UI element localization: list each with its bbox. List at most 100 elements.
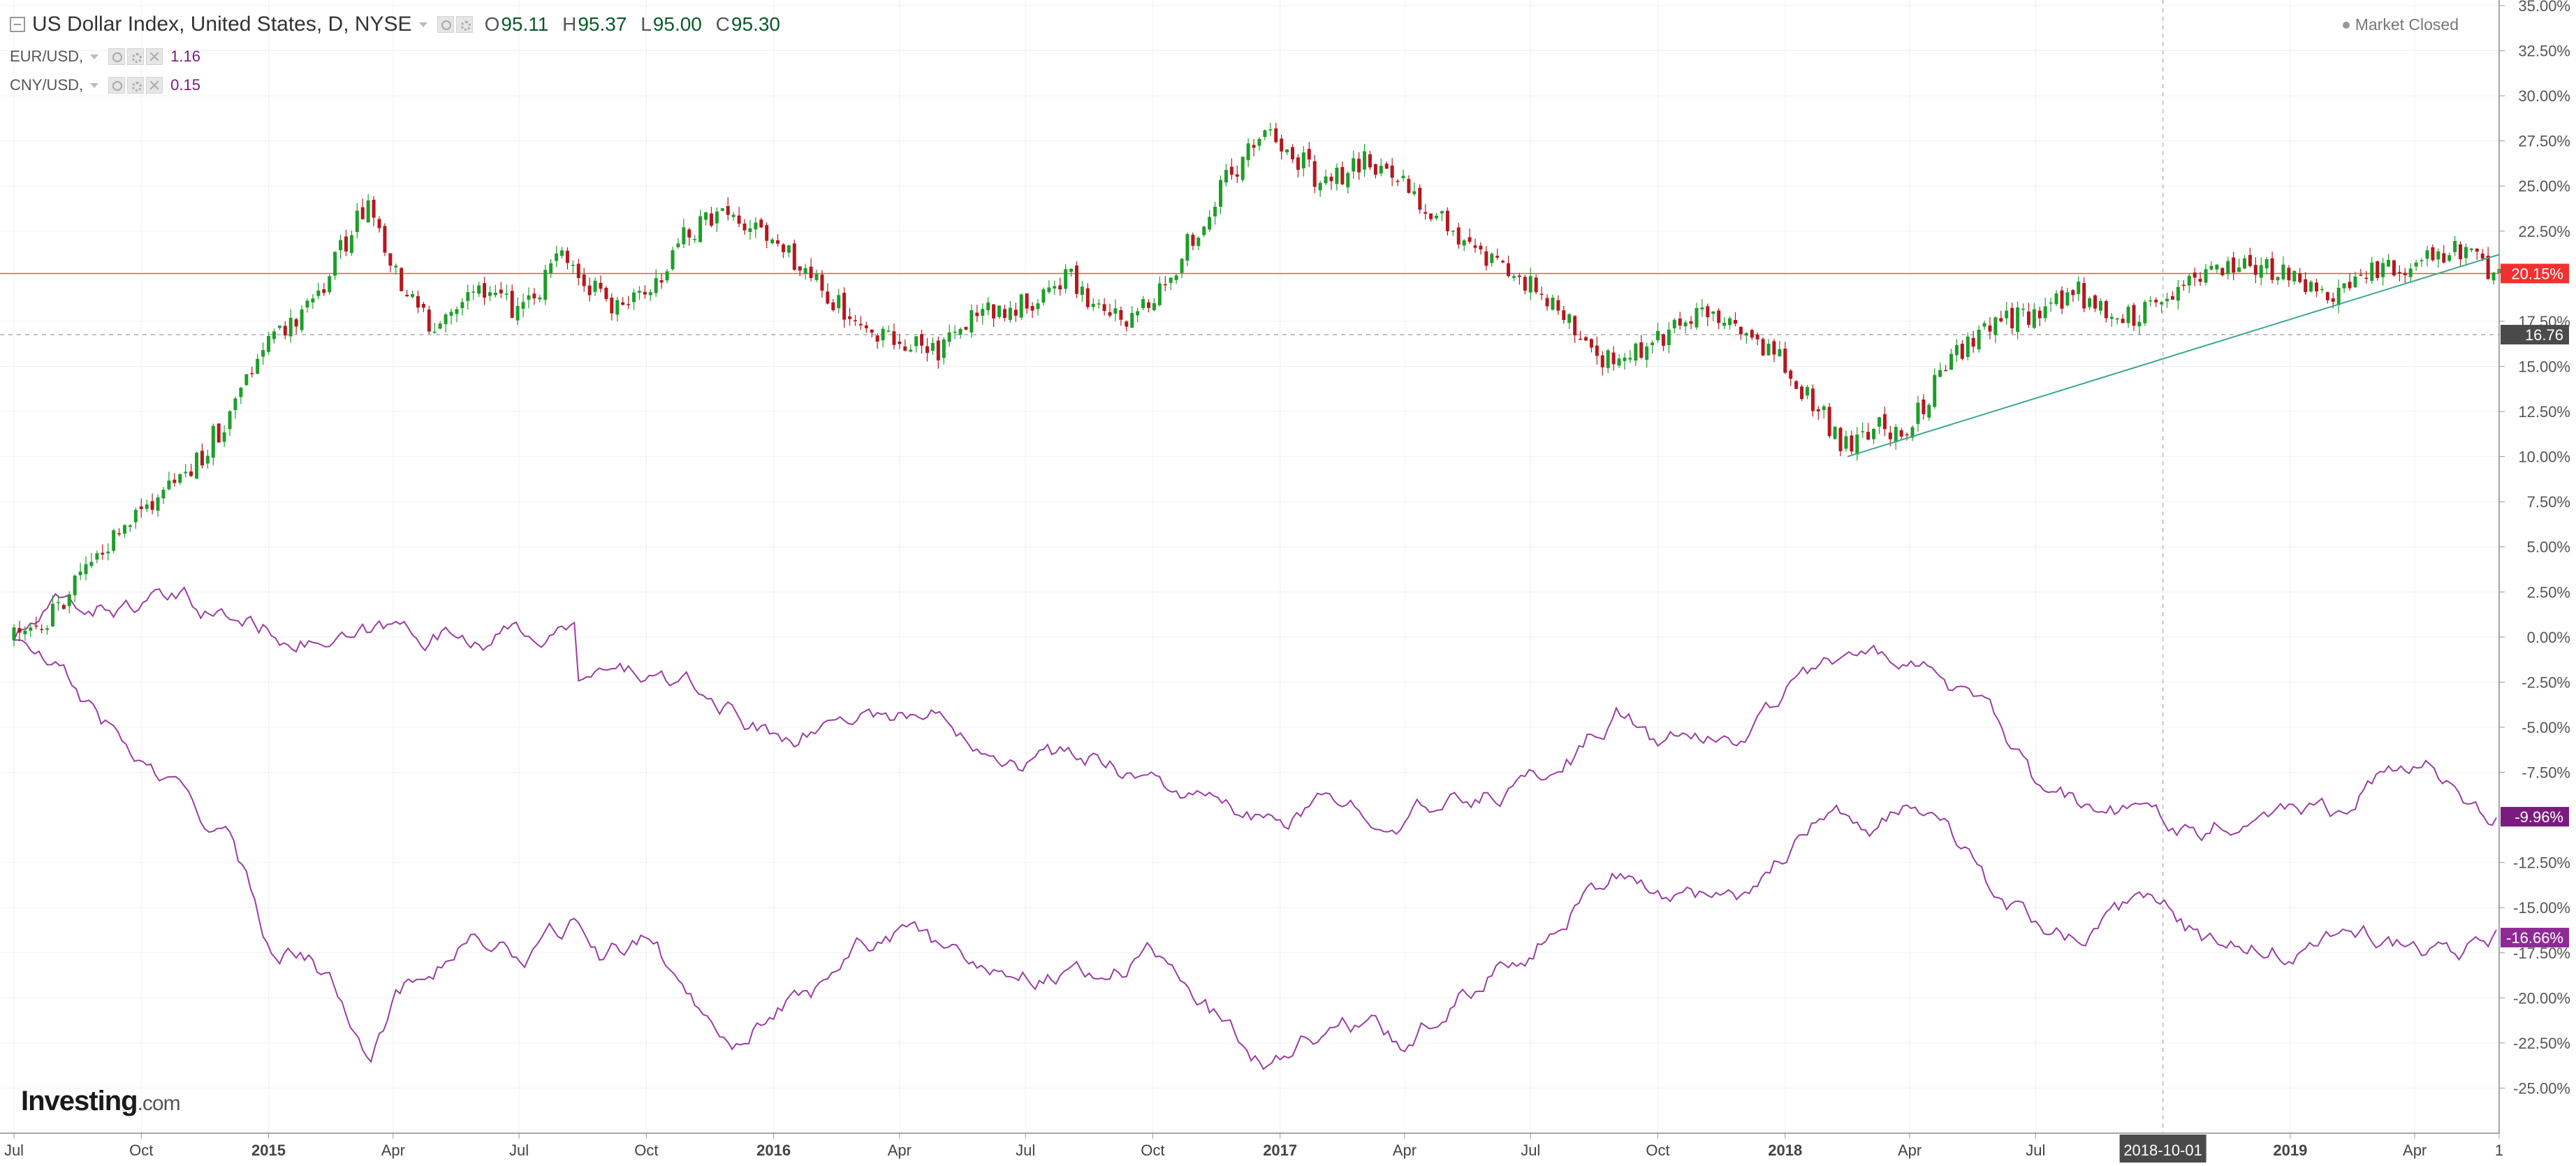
candle-body <box>2132 305 2136 326</box>
visibility-icon[interactable] <box>437 16 454 33</box>
candle-body <box>2364 277 2369 279</box>
drawing-tools[interactable] <box>1847 254 2500 458</box>
market-status-label: Market Closed <box>2355 15 2459 34</box>
candle-down <box>1579 330 1583 341</box>
candle-body <box>1324 176 1328 184</box>
candle-up <box>1157 276 1162 307</box>
settings-icon[interactable] <box>127 77 145 94</box>
candle-up <box>1019 293 1023 321</box>
candle-body <box>1678 318 1682 326</box>
candle-body <box>875 335 879 342</box>
chevron-down-icon[interactable] <box>90 82 99 88</box>
candle-down <box>2314 278 2318 298</box>
candle-body <box>1146 302 1150 308</box>
candle-down <box>1850 430 1854 455</box>
candle-body <box>1429 213 1433 219</box>
candle-up <box>1855 426 1859 461</box>
candle-down <box>2026 303 2030 328</box>
candle-up <box>2143 299 2147 326</box>
candle-body <box>853 320 857 321</box>
candle-body <box>2209 265 2213 270</box>
candle-body <box>1805 386 1809 396</box>
candle-body <box>167 480 171 490</box>
candle-body <box>2320 289 2324 291</box>
candle-body <box>2032 309 2036 328</box>
candle-up <box>1656 322 1660 344</box>
candle-up <box>1551 295 1555 311</box>
candle-body <box>2181 284 2186 286</box>
candle-body <box>1761 339 1765 356</box>
candle-body <box>205 456 210 464</box>
visibility-icon[interactable] <box>108 77 126 94</box>
candle-body <box>1174 275 1178 280</box>
candle-up <box>239 386 243 405</box>
trendline[interactable] <box>1847 254 2500 458</box>
candle-up <box>272 328 276 344</box>
x-tick-label: Apr <box>2403 1142 2427 1159</box>
settings-icon[interactable] <box>127 48 145 65</box>
candle-body <box>17 628 22 633</box>
candle-up <box>1435 212 1439 221</box>
compare-symbol: CNY/USD, <box>10 76 84 94</box>
candle-up <box>1218 175 1222 214</box>
candle-body <box>1108 312 1112 316</box>
candle-body <box>1905 434 1909 436</box>
settings-icon[interactable] <box>455 16 473 33</box>
candle-down <box>483 277 487 305</box>
candle-body <box>2005 310 2009 319</box>
crosshair-date-text: 2018-10-01 <box>2123 1142 2202 1159</box>
candle-up <box>2065 287 2070 307</box>
candle-up <box>471 284 476 300</box>
candle-body <box>1717 310 1721 323</box>
candle-up <box>1938 363 1942 378</box>
candle-body <box>2342 283 2346 289</box>
y-tick-label: 0.00% <box>2527 629 2570 646</box>
candle-body <box>1628 358 1632 360</box>
candle-down <box>1468 228 1472 244</box>
candle-body <box>2270 258 2274 280</box>
candle-up <box>1966 333 1970 360</box>
candle-body <box>543 270 548 300</box>
candle-body <box>34 625 38 627</box>
candle-body <box>1916 402 1920 424</box>
y-tick-label: 25.00% <box>2518 177 2570 195</box>
close-icon[interactable] <box>146 48 163 65</box>
candle-down <box>1119 306 1123 326</box>
candle-body <box>654 278 658 293</box>
candle-body <box>1855 435 1859 455</box>
candle-body <box>1185 234 1190 261</box>
candle-down <box>1025 293 1029 314</box>
candle-down <box>1373 163 1377 179</box>
candle-up <box>2204 263 2208 286</box>
chevron-down-icon[interactable] <box>90 54 99 59</box>
x-tick-label: Jul <box>2026 1142 2045 1159</box>
candle-body <box>1008 307 1012 320</box>
candle-down <box>1473 238 1477 253</box>
candle-down <box>831 298 835 312</box>
candle-down <box>1661 333 1665 351</box>
candle-body <box>360 207 365 219</box>
candle-body <box>1766 343 1771 356</box>
candle-up <box>997 305 1002 319</box>
close-icon[interactable] <box>146 77 163 94</box>
candle-down <box>189 463 193 478</box>
candle-down <box>604 286 608 302</box>
candle-body <box>421 304 425 308</box>
candle-down <box>1545 294 1549 311</box>
visibility-icon[interactable] <box>108 48 126 65</box>
candle-body <box>1844 436 1848 449</box>
candle-up <box>2215 264 2219 273</box>
candle-down <box>17 620 22 642</box>
collapse-legend-icon[interactable] <box>10 17 25 32</box>
candle-up <box>538 294 542 303</box>
candle-up <box>947 324 951 347</box>
candle-down <box>2121 314 2125 323</box>
chevron-down-icon[interactable] <box>418 22 427 27</box>
candle-down <box>1390 158 1394 187</box>
candle-body <box>621 302 625 305</box>
candle-down <box>2392 259 2396 277</box>
candle-up <box>1954 339 1959 363</box>
candle-body <box>2043 306 2047 319</box>
